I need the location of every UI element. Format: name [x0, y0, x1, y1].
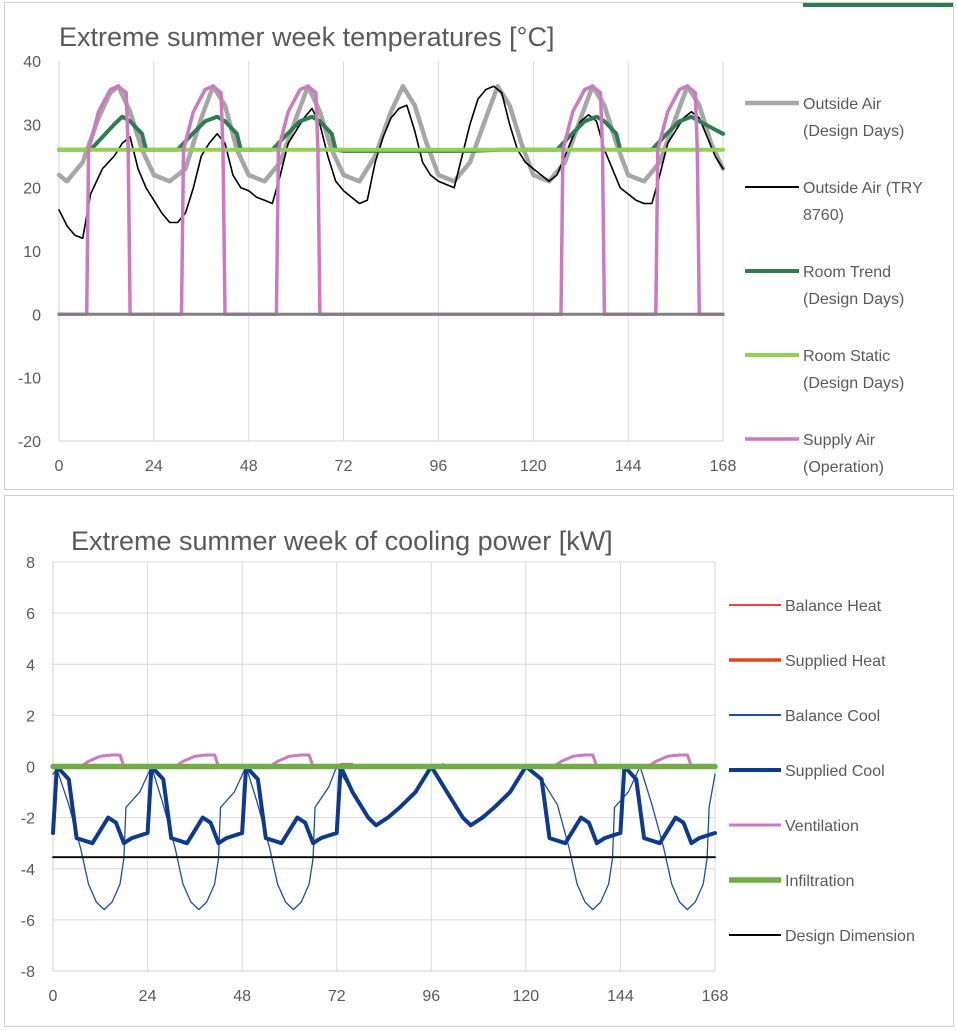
legend-label: Room Static [803, 348, 890, 365]
x-tick-label: 120 [513, 988, 540, 1005]
temperature-chart: Extreme summer week temperatures [°C] -2… [18, 22, 923, 476]
x-tick-label: 96 [422, 988, 440, 1005]
legend-label: Balance Cool [785, 708, 880, 725]
x-tick-label: 144 [615, 458, 642, 475]
legend-label: Supplied Cool [785, 763, 885, 780]
legend-label: Outside Air [803, 96, 882, 113]
y-tick-label: 0 [32, 307, 41, 324]
legend-label: Supplied Heat [785, 653, 886, 670]
chart-title: Extreme summer week temperatures [°C] [59, 22, 554, 52]
cooling-power-chart-panel: Extreme summer week of cooling power [kW… [4, 495, 954, 1027]
series-line-room-trend-design-days- [57, 114, 725, 153]
y-tick-label: 4 [26, 657, 35, 674]
y-tick-label: 8 [26, 555, 35, 572]
x-tick-label: 48 [233, 988, 251, 1005]
legend-label: Design Dimension [785, 928, 915, 945]
y-tick-label: 10 [23, 244, 41, 261]
legend-label: 8760) [803, 207, 844, 224]
y-tick-label: -2 [21, 811, 35, 828]
x-tick-label: 72 [328, 988, 346, 1005]
y-tick-label: -8 [21, 964, 35, 981]
y-tick-label: -20 [18, 434, 41, 451]
x-tick-label: 168 [710, 458, 737, 475]
legend-label: Supply Air [803, 432, 876, 449]
x-tick-label: 0 [55, 458, 64, 475]
y-tick-label: 0 [26, 760, 35, 777]
temperature-chart-panel: Extreme summer week temperatures [°C] -2… [4, 2, 954, 490]
x-tick-label: 24 [139, 988, 157, 1005]
legend-label: (Design Days) [803, 375, 904, 392]
x-tick-label: 48 [240, 458, 258, 475]
legend-label: (Design Days) [803, 123, 904, 140]
legend-label: Outside Air (TRY [803, 180, 923, 197]
y-tick-label: 40 [23, 54, 41, 71]
series-line-balance-cool [52, 765, 716, 911]
y-tick-label: 30 [23, 117, 41, 134]
x-tick-label: 0 [49, 988, 58, 1005]
y-tick-label: -10 [18, 371, 41, 388]
legend-label: Ventilation [785, 818, 859, 835]
chart-title: Extreme summer week of cooling power [kW… [71, 526, 613, 556]
legend-label: Balance Heat [785, 598, 882, 615]
x-tick-label: 144 [607, 988, 634, 1005]
x-tick-label: 24 [145, 458, 163, 475]
y-tick-label: 2 [26, 708, 35, 725]
series-line-ventilation [51, 753, 717, 768]
series-line-outside-air-try-8760- [58, 85, 724, 240]
y-tick-label: -6 [21, 913, 35, 930]
legend-label: (Operation) [803, 459, 884, 476]
x-tick-label: 120 [520, 458, 547, 475]
series-line-outside-air-design-days- [56, 84, 726, 184]
y-tick-label: -4 [21, 862, 35, 879]
accent-bar [803, 3, 953, 7]
legend-label: Infiltration [785, 873, 854, 890]
legend-label: (Design Days) [803, 291, 904, 308]
x-tick-label: 72 [335, 458, 353, 475]
cooling-power-chart: Extreme summer week of cooling power [kW… [21, 526, 915, 1005]
y-tick-label: 20 [23, 181, 41, 198]
x-tick-label: 168 [702, 988, 729, 1005]
legend-label: Room Trend [803, 264, 891, 281]
y-tick-label: 6 [26, 606, 35, 623]
series-line-supplied-cool [51, 764, 717, 846]
x-tick-label: 96 [430, 458, 448, 475]
series-line-supply-air-operation- [57, 84, 725, 317]
